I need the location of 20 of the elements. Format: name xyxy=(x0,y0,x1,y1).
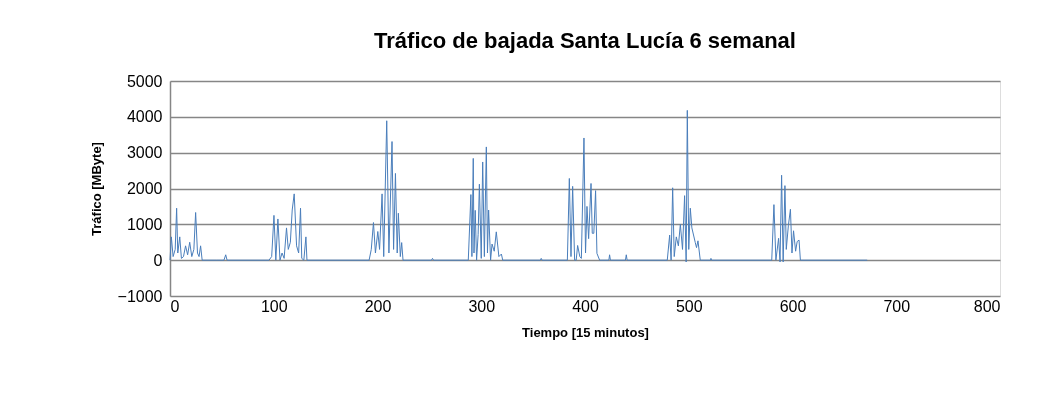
x-tick-label: 600 xyxy=(779,297,807,315)
x-tick-label: 400 xyxy=(572,297,599,315)
x-axis-title: Tiempo [15 minutos] xyxy=(522,324,649,340)
y-tick-label: 3000 xyxy=(126,144,163,162)
y-tick-label: 0 xyxy=(153,251,163,269)
x-tick-label: 500 xyxy=(675,297,703,315)
y-axis-title: Tráfico [MByte] xyxy=(88,142,104,236)
y-tick-label: −1000 xyxy=(117,287,163,305)
line-series xyxy=(169,109,868,263)
x-tick-label: 100 xyxy=(260,297,288,315)
chart-title: Tráfico de bajada Santa Lucía 6 semanal xyxy=(374,28,796,53)
y-tick-label: 1000 xyxy=(126,215,163,233)
x-tick-label: 300 xyxy=(468,297,496,315)
y-tick-label: 4000 xyxy=(126,108,163,126)
y-tick-label: 2000 xyxy=(126,180,163,197)
y-tick-label: 5000 xyxy=(126,72,163,90)
x-tick-label: 700 xyxy=(883,297,911,315)
x-tick-label: 0 xyxy=(170,297,180,315)
x-tick-label: 800 xyxy=(973,297,1001,315)
x-tick-label: 200 xyxy=(364,297,392,315)
